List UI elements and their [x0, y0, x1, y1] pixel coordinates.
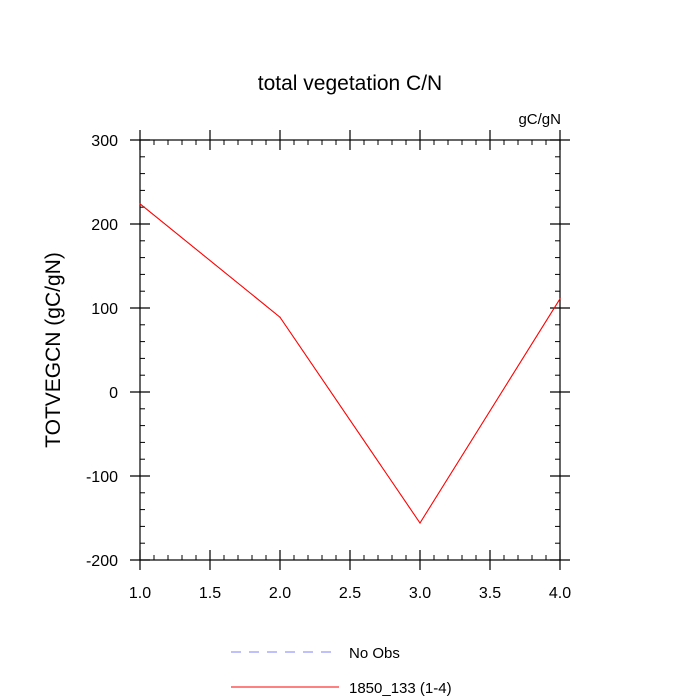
data-point [279, 316, 281, 318]
x-tick-label: 2.5 [339, 585, 361, 602]
x-tick-label: 3.0 [409, 585, 431, 602]
y-tick-label: 300 [91, 133, 118, 150]
x-tick-label: 4.0 [549, 585, 571, 602]
data-point [139, 203, 141, 205]
y-tick-label: -100 [86, 469, 118, 486]
data-point [419, 522, 421, 524]
y-tick-label: 200 [91, 217, 118, 234]
plot-border [139, 139, 561, 561]
x-tick-label: 1.0 [129, 585, 151, 602]
y-axis-label: TOTVEGCN (gC/gN) [42, 252, 65, 448]
y-axis-ticks: -200 -100 0 100 200 300 [86, 133, 570, 570]
y-tick-label: 100 [91, 301, 118, 318]
legend-label: 1850_133 (1-4) [349, 680, 452, 697]
series-line-0 [139, 203, 561, 525]
x-tick-label: 1.5 [199, 585, 221, 602]
plot-frame [139, 139, 561, 561]
x-axis-ticks: 1.0 1.5 2.0 2.5 3.0 3.5 4.0 [129, 130, 571, 602]
y-tick-label: 0 [109, 385, 118, 402]
chart-title: total vegetation C/N [258, 72, 442, 95]
series-layer [139, 203, 561, 525]
y-tick-label: -200 [86, 553, 118, 570]
x-tick-label: 2.0 [269, 585, 291, 602]
units-label: gC/gN [518, 111, 561, 128]
legend: No Obs 1850_133 (1-4) [231, 645, 452, 697]
data-point [559, 298, 561, 300]
legend-label: No Obs [349, 645, 400, 662]
x-tick-label: 3.5 [479, 585, 501, 602]
